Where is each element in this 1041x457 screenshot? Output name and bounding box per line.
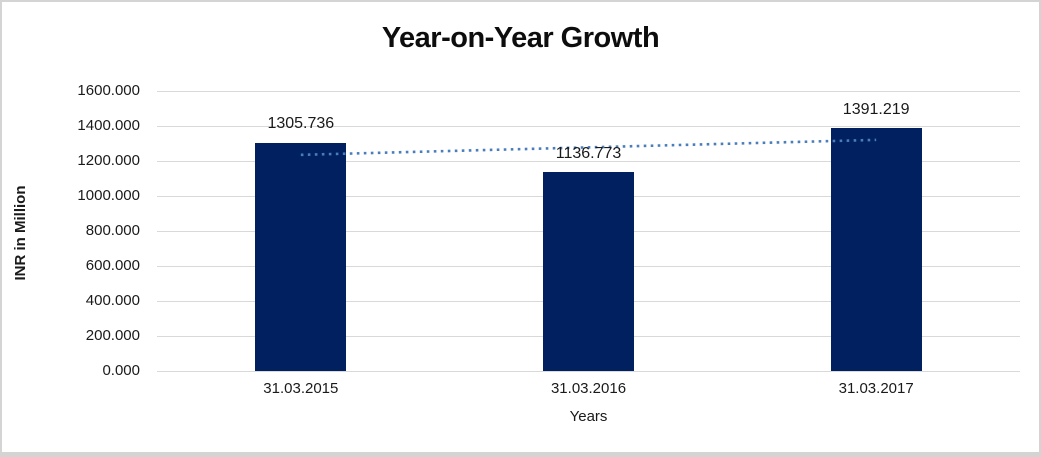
bar-value-label: 1391.219: [842, 100, 910, 118]
y-tick-label: 400.000: [85, 292, 140, 309]
y-tick-label: 600.000: [85, 257, 140, 274]
y-tick-label: 200.000: [85, 327, 140, 344]
bar: [830, 127, 922, 371]
y-tick-label: 800.000: [85, 222, 140, 239]
chart-title: Year-on-Year Growth: [381, 22, 660, 54]
y-tick-label: 1200.000: [77, 152, 140, 169]
y-tick-label: 1400.000: [77, 117, 140, 134]
x-tick-label: 31.03.2017: [838, 380, 914, 397]
y-tick-label: 0.000: [102, 362, 140, 379]
y-tick-label: 1000.000: [77, 187, 140, 204]
x-tick-label: 31.03.2015: [263, 380, 339, 397]
bar-value-label: 1136.773: [555, 145, 622, 163]
gridline: [157, 161, 1020, 162]
gridline: [157, 371, 1020, 372]
trendline: [300, 138, 877, 157]
x-axis-title: Years: [569, 408, 608, 425]
x-tick-label: 31.03.2016: [550, 380, 627, 397]
bar-value-label: 1305.736: [267, 115, 335, 133]
bar: [543, 172, 634, 371]
bar: [255, 142, 347, 371]
gridline: [157, 91, 1020, 92]
plot-area: 1305.736 1136.773 1391.219: [157, 91, 1020, 372]
y-tick-label: 1600.000: [77, 82, 140, 99]
gridline: [157, 126, 1020, 127]
